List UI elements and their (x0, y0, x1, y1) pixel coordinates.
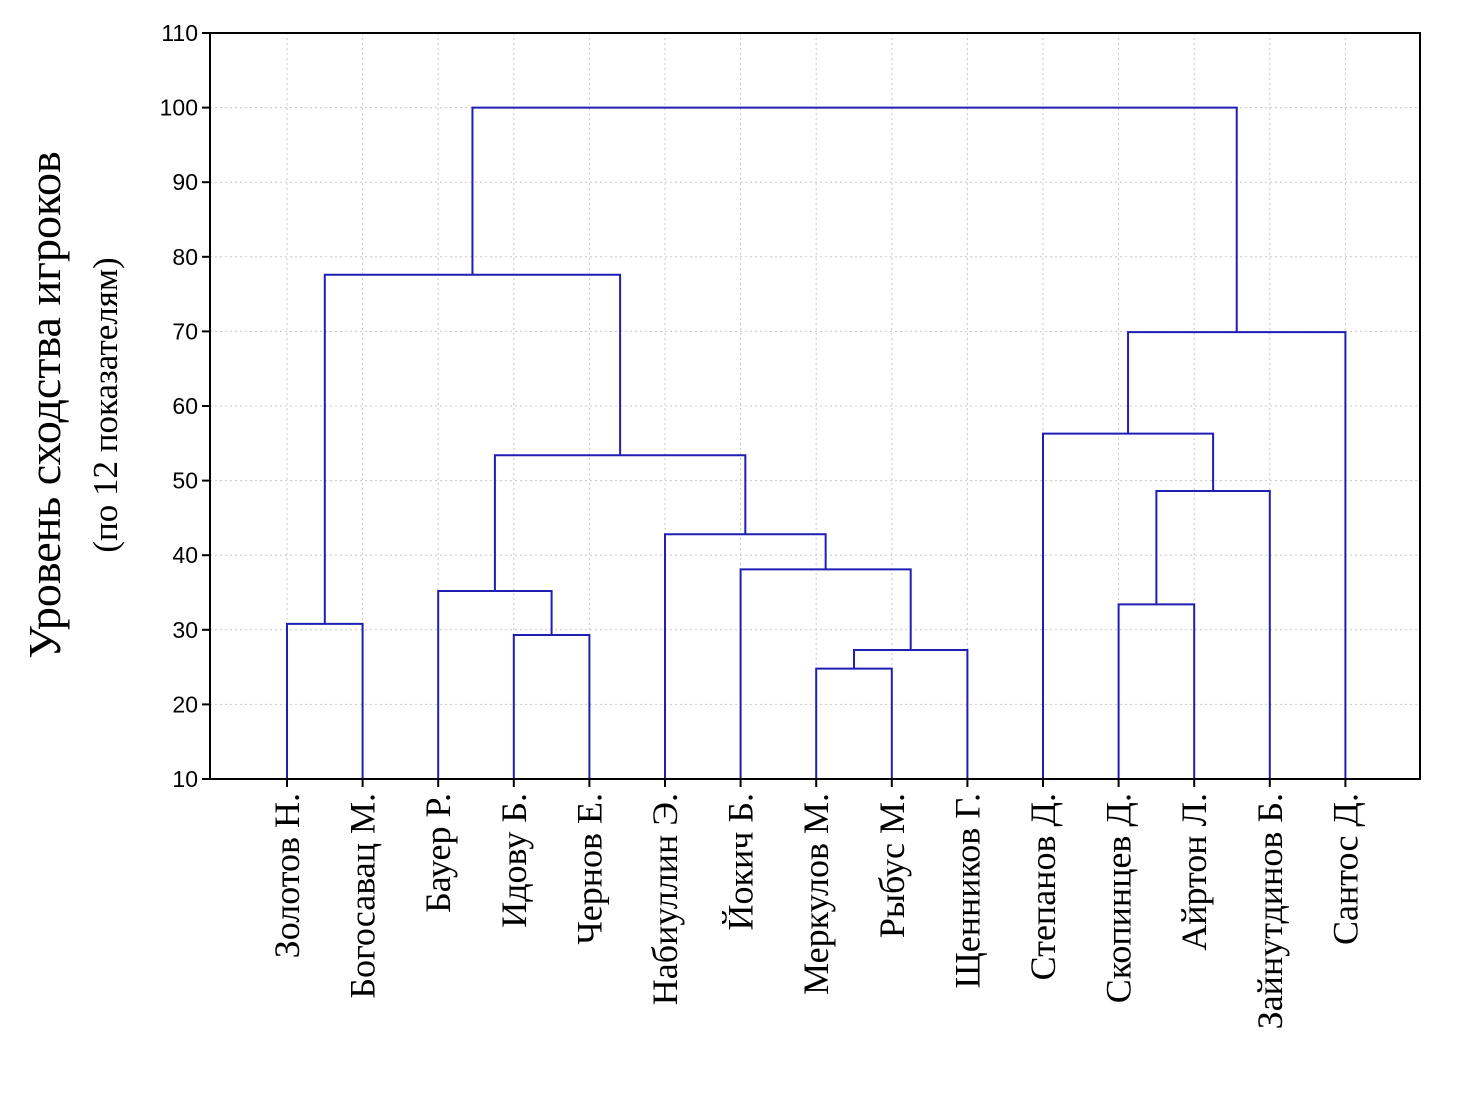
dendrogram-links (286, 106, 1347, 779)
gridlines (210, 32, 1420, 780)
leaf-label: Меркулов М. (796, 793, 836, 995)
leaf-label: Щенников Г. (947, 793, 987, 989)
dendrogram-link (1155, 490, 1271, 779)
dendrogram-link (1042, 432, 1215, 779)
dendrogram-link (323, 273, 622, 624)
leaf-label: Зайнутдинов Б. (1250, 793, 1290, 1029)
leaf-label: Богосавац М. (343, 793, 383, 999)
leaf-label: Айртон Л. (1174, 793, 1214, 951)
y-tick-label: 90 (172, 169, 198, 195)
y-tick-label: 10 (172, 766, 198, 792)
leaf-label: Йокич Б. (721, 793, 761, 931)
leaf-label: Набиуллин Э. (645, 793, 685, 1005)
leaf-labels: Золотов Н. Богосавац М. Бауер Р. Идову Б. Че… (267, 779, 1365, 1029)
dendrogram-link (1117, 603, 1196, 779)
y-axis-ticks: 10 20 30 40 50 60 70 80 90 100 110 (160, 20, 210, 792)
dendrogram-link (512, 634, 591, 779)
y-axis-sublabel: (по 12 показателям) (86, 257, 125, 552)
leaf-label: Идову Б. (494, 793, 534, 928)
leaf-label: Степанов Д. (1023, 793, 1063, 980)
y-tick-label: 80 (172, 244, 198, 270)
dendrogram-link (739, 568, 912, 779)
y-tick-label: 40 (172, 542, 198, 568)
leaf-label: Скопинцев Д. (1099, 793, 1139, 1003)
leaf-label: Золотов Н. (267, 793, 307, 958)
dendrogram-link (493, 454, 747, 592)
y-tick-label: 110 (161, 20, 198, 46)
y-tick-label: 20 (172, 691, 198, 717)
dendrogram-link (471, 106, 1238, 333)
leaf-label: Бауер Р. (418, 793, 458, 913)
y-tick-label: 30 (172, 617, 198, 643)
y-tick-label: 70 (172, 318, 198, 344)
leaf-label: Чернов Е. (569, 793, 609, 945)
y-tick-label: 100 (160, 95, 198, 121)
dendrogram-link (286, 622, 364, 779)
dendrogram-link (664, 533, 827, 779)
dendrogram-link (815, 667, 893, 779)
leaf-label: Рыбус М. (872, 793, 912, 938)
y-axis-title: Уровень сходства игроков (по 12 показате… (19, 151, 125, 658)
y-tick-label: 50 (172, 468, 198, 494)
leaf-label: Сантос Д. (1325, 793, 1365, 945)
dendrogram-link (437, 590, 553, 779)
y-axis-label: Уровень сходства игроков (19, 151, 70, 658)
y-tick-label: 60 (172, 393, 198, 419)
